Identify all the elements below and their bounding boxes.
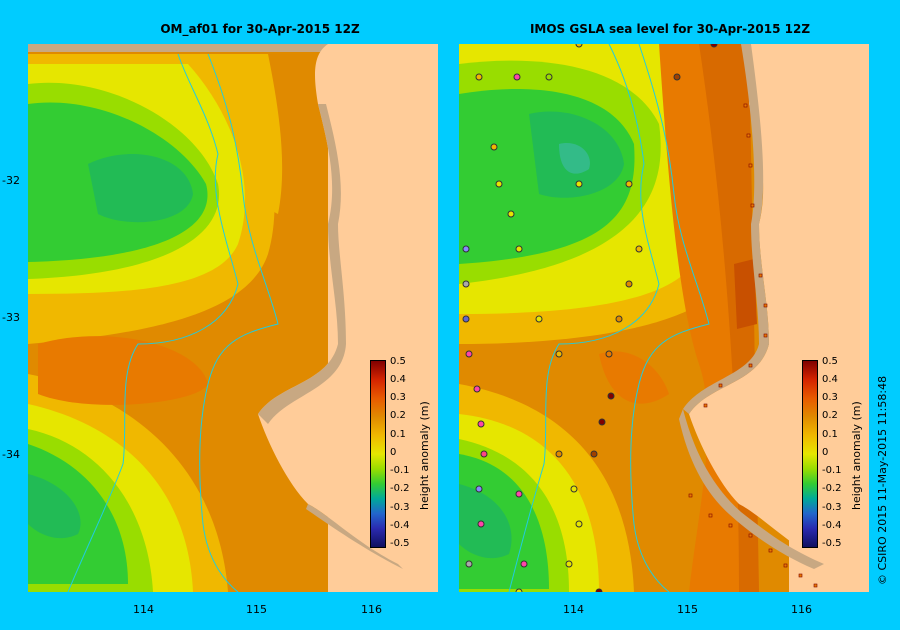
x-label-left-2: 115 <box>246 603 267 616</box>
y-label-1: -32 <box>2 174 20 187</box>
cbar-label: 0.5 <box>390 356 406 367</box>
x-label-right-3: 116 <box>791 603 812 616</box>
cbar-label: 0 <box>390 447 397 458</box>
cbar-label: 0.2 <box>390 410 406 421</box>
x-label-left-1: 114 <box>133 603 154 616</box>
cbar-label: 0.3 <box>822 392 838 403</box>
y-label-2: -33 <box>2 311 20 324</box>
cbar-label: 0.4 <box>822 374 838 385</box>
left-map-field <box>28 44 438 592</box>
right-map-field <box>459 44 869 592</box>
cbar-label: 0.5 <box>822 356 838 367</box>
left-panel-title: OM_af01 for 30-Apr-2015 12Z <box>160 22 360 36</box>
right-panel-title: IMOS GSLA sea level for 30-Apr-2015 12Z <box>529 22 811 36</box>
colorbar-title: height anomaly (m) <box>850 401 863 510</box>
x-label-right-2: 115 <box>677 603 698 616</box>
cbar-label: 0.2 <box>822 410 838 421</box>
x-label-left-3: 116 <box>361 603 382 616</box>
cbar-label: -0.5 <box>390 538 410 549</box>
cbar-label: -0.4 <box>390 520 410 531</box>
colorbar-title: height anomaly (m) <box>418 401 431 510</box>
left-map[interactable] <box>28 44 438 592</box>
cbar-label: -0.2 <box>822 483 842 494</box>
cbar-label: 0 <box>822 447 829 458</box>
colorbar-gradient <box>370 360 386 548</box>
cbar-label: -0.3 <box>822 502 842 513</box>
cbar-label: -0.5 <box>822 538 842 549</box>
cbar-label: 0.4 <box>390 374 406 385</box>
cbar-label: -0.3 <box>390 502 410 513</box>
cbar-label: 0.3 <box>390 392 406 403</box>
x-label-right-1: 114 <box>563 603 584 616</box>
cbar-label: -0.4 <box>822 520 842 531</box>
cbar-label: 0.1 <box>822 429 838 440</box>
cbar-label: -0.1 <box>822 465 842 476</box>
y-label-3: -34 <box>2 448 20 461</box>
cbar-label: -0.1 <box>390 465 410 476</box>
right-map[interactable] <box>459 44 869 592</box>
credit-text: © CSIRO 2015 11-May-2015 11:58:48 <box>876 375 889 585</box>
cbar-label: -0.2 <box>390 483 410 494</box>
colorbar-gradient <box>802 360 818 548</box>
cbar-label: 0.1 <box>390 429 406 440</box>
